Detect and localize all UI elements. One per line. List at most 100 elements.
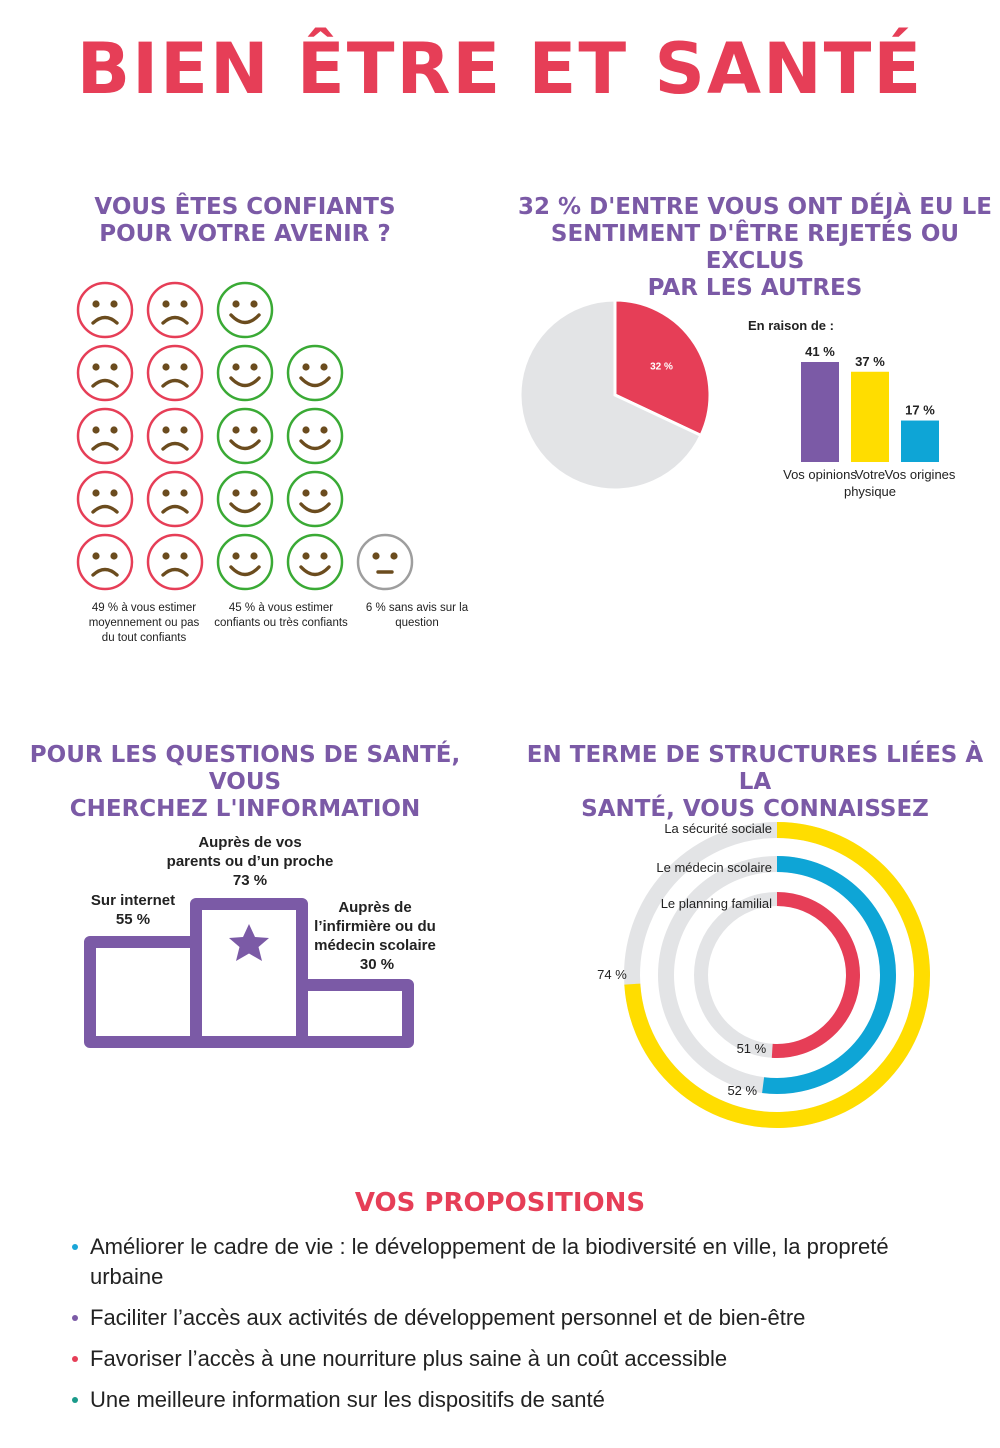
section-title-line: SENTIMENT D'ÊTRE REJETÉS OU EXCLUS [550,221,960,274]
pictogram-chart [76,281,414,591]
pie-chart: 32 % [518,298,712,492]
label-line: médecin scolaire [314,937,436,954]
section-title-line: PAR LES AUTRES [647,275,863,301]
caption-line: du tout confiants [101,632,187,644]
star-icon [229,924,269,961]
bar-chart-title: En raison de : [748,318,834,333]
caption-line: confiants ou très confiants [214,617,348,629]
bullet-icon [72,1244,78,1250]
bar [851,371,889,462]
smile-face-icon [286,533,344,591]
section-title-line: 32 % D'ENTRE VOUS ONT DÉJÀ EU LE [518,194,992,220]
sad-face-icon [76,407,134,465]
sad-face-icon [146,470,204,528]
ring-value-label: 51 % [737,1041,767,1056]
bar [801,362,839,462]
page-title: BIEN ÊTRE ET SANTÉ [76,28,924,110]
bar-value-label: 37 % [855,354,885,369]
neutral-face-icon [356,533,414,591]
label-internet: Sur internet 55 % [78,891,188,929]
sad-face-icon [146,533,204,591]
smile-face-icon [216,344,274,402]
propositions-title: VOS PROPOSITIONS [354,1188,646,1218]
bar-value-label: 41 % [805,344,835,359]
label-infirmiere: Auprès de l’infirmière ou du médecin sco… [300,898,450,974]
podium-chart [84,898,414,1048]
caption-line: 45 % à vous estimer [228,602,334,614]
bar-category-label: Vos opinions [783,467,857,482]
ring-arc [771,892,860,1058]
section-title-line: SANTÉ, VOUS CONNAISSEZ [581,796,929,822]
caption-line: moyennement ou pas [88,617,200,629]
caption-negative: 49 % à vous estimer moyennement ou pas d… [72,601,216,646]
bullet-icon [72,1315,78,1321]
label-line: 55 % [115,911,151,928]
proposition-text: Favoriser l’accès à une nourriture plus … [90,1346,728,1371]
smile-face-icon [286,470,344,528]
smile-face-icon [216,407,274,465]
sad-face-icon [146,344,204,402]
bar-chart: En raison de : 41 % Vos opinions 37 % Votre p… [748,318,956,499]
bullet-icon [72,1397,78,1403]
sad-face-icon [146,407,204,465]
smile-face-icon [216,533,274,591]
ring-arc [762,856,896,1094]
sad-face-icon [76,281,134,339]
bar-category-label: physique [844,484,896,499]
section-title-line: EN TERME DE STRUCTURES LIÉES À LA [526,742,984,795]
proposition-text: Améliorer le cadre de vie : le développe… [90,1234,889,1289]
proposition-text: Une meilleure information sur les dispos… [90,1387,605,1412]
pie-slice-1 [518,298,703,492]
smile-face-icon [286,407,344,465]
bar-value-label: 17 % [905,403,935,418]
bar-category-label: Vos origines [885,467,956,482]
label-parents: Auprès de vos parents ou d’un proche 73 … [150,833,350,890]
ring-name-label: La sécurité sociale [664,821,772,836]
sad-face-icon [146,281,204,339]
section-title-line: CHERCHEZ L'INFORMATION [69,796,421,822]
section-title-line: VOUS ÊTES CONFIANTS [94,194,396,220]
sad-face-icon [76,470,134,528]
section-rejet-title: 32 % D'ENTRE VOUS ONT DÉJÀ EU LE SENTIME… [510,194,1000,302]
section-title-line: POUR VOTRE AVENIR ? [99,221,391,247]
bar-category-label: Votre [855,467,885,482]
caption-line: question [395,617,439,629]
podium-step-parents [190,898,308,1048]
smile-face-icon [286,344,344,402]
bar [901,420,939,462]
proposition-item: Favoriser l’accès à une nourriture plus … [70,1344,950,1374]
label-line: Auprès de [338,899,412,916]
label-line: 30 % [359,956,395,973]
proposition-item: Faciliter l’accès aux activités de dével… [70,1303,950,1333]
label-line: Sur internet [90,892,176,909]
bullet-icon [72,1356,78,1362]
podium-step-infirmiere [296,979,414,1048]
radial-bar-chart: La sécurité sociale 74 % Le médecin scolai… [597,821,930,1128]
proposition-item: Une meilleure information sur les dispos… [70,1385,950,1415]
caption-line: 6 % sans avis sur la [365,602,469,614]
caption-positive: 45 % à vous estimer confiants ou très co… [208,601,354,631]
proposition-item: Améliorer le cadre de vie : le développe… [70,1232,950,1292]
ring-arc [624,822,930,1128]
ring-name-label: Le planning familial [661,896,772,911]
ring-value-label: 74 % [597,967,627,982]
sad-face-icon [76,344,134,402]
section-title-line: POUR LES QUESTIONS DE SANTÉ, VOUS [29,742,461,795]
proposition-text: Faciliter l’accès aux activités de dével… [90,1305,806,1330]
caption-line: 49 % à vous estimer [91,602,197,614]
label-line: Auprès de vos [198,834,302,851]
sad-face-icon [76,533,134,591]
smile-face-icon [216,470,274,528]
smile-face-icon [216,281,274,339]
section-info-title: POUR LES QUESTIONS DE SANTÉ, VOUS CHERCH… [10,742,480,823]
pie-slice-0 [613,298,712,438]
section-structures-title: EN TERME DE STRUCTURES LIÉES À LA SANTÉ,… [510,742,1000,823]
pie-slice-label: 32 % [650,361,673,372]
propositions-list: Améliorer le cadre de vie : le développe… [70,1232,950,1426]
section-confiance-title: VOUS ÊTES CONFIANTS POUR VOTRE AVENIR ? [90,194,400,248]
ring-value-label: 52 % [727,1083,757,1098]
label-line: 73 % [232,872,268,889]
label-line: parents ou d’un proche [166,853,334,870]
ring-name-label: Le médecin scolaire [656,860,772,875]
label-line: l’infirmière ou du [314,918,436,935]
